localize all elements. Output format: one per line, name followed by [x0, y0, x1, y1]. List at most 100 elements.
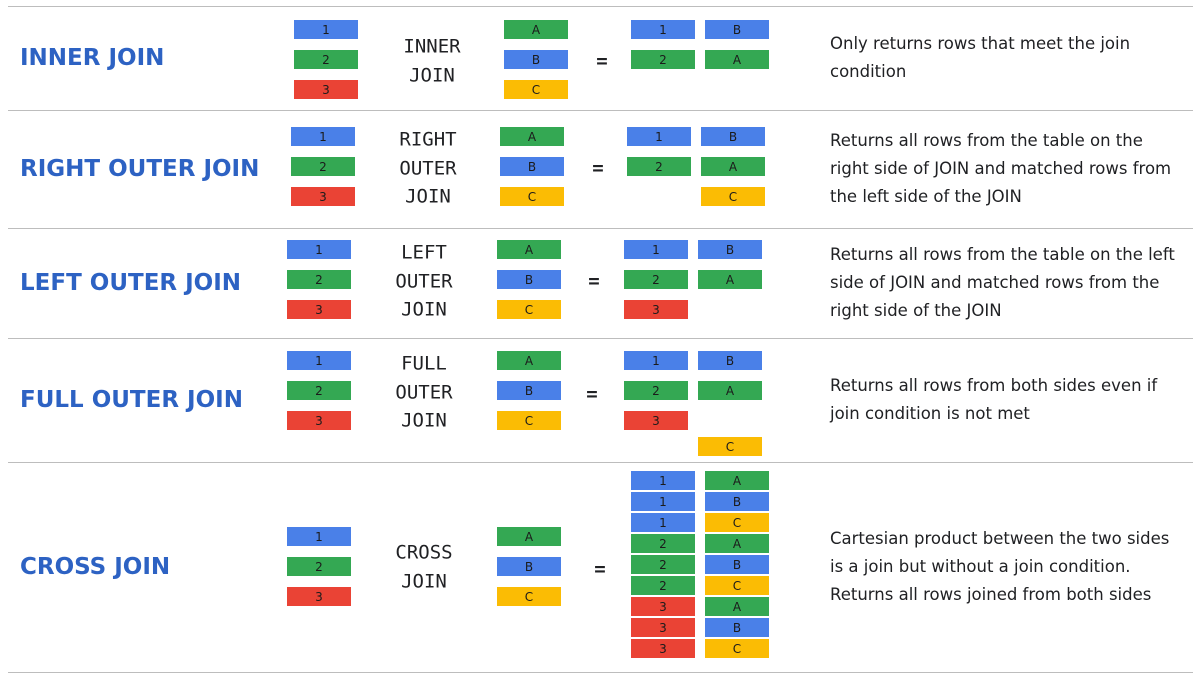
operator-word: JOIN [401, 409, 447, 432]
result-right-cell: B [705, 555, 769, 574]
result-right-cell: B [705, 618, 769, 637]
right-row-a: A [500, 127, 564, 146]
result-left-cell: 1 [631, 492, 695, 511]
equals-sign: = [588, 270, 600, 292]
operator-word: RIGHT [399, 128, 457, 151]
result-right-cell: C [705, 576, 769, 595]
right-row-c: C [497, 300, 561, 319]
right-row-c: C [500, 187, 564, 206]
result-right-cell: A [701, 157, 765, 176]
result-right-cell: A [705, 534, 769, 553]
result-right-cell: A [705, 597, 769, 616]
operator-word: JOIN [401, 570, 447, 592]
left-outer-join-description: Returns all rows from the table on the l… [830, 245, 1175, 320]
right-row-b: B [500, 157, 564, 176]
left-row-3: 3 [291, 187, 355, 206]
left-row-2: 2 [287, 381, 351, 400]
result-left-cell: 1 [631, 20, 695, 39]
result-left-cell: 1 [631, 471, 695, 490]
result-right-cell: C [701, 187, 765, 206]
right-row-b: B [497, 270, 561, 289]
right-row-a: A [497, 527, 561, 546]
divider [8, 228, 1193, 229]
left-row-2: 2 [287, 557, 351, 576]
right-row-a: A [504, 20, 568, 39]
inner-join-title: INNER JOIN [20, 45, 165, 71]
left-row-3: 3 [287, 587, 351, 606]
right-outer-join-title: RIGHT OUTER JOIN [20, 156, 260, 182]
operator-word: JOIN [405, 185, 451, 208]
operator-word: OUTER [399, 156, 457, 179]
left-row-1: 1 [287, 527, 351, 546]
right-row-b: B [497, 381, 561, 400]
inner-join-operator: INNER JOIN [372, 33, 492, 90]
result-right-cell: B [705, 20, 769, 39]
divider [8, 338, 1193, 339]
full-outer-join-operator: FULL OUTER JOIN [364, 349, 484, 435]
operator-word: INNER [403, 35, 461, 58]
result-right-cell: C [698, 437, 762, 456]
left-outer-join-title: LEFT OUTER JOIN [20, 270, 242, 296]
right-row-a: A [497, 351, 561, 370]
equals-sign: = [586, 383, 598, 405]
left-outer-join-operator: LEFT OUTER JOIN [364, 238, 484, 324]
divider [8, 672, 1193, 673]
operator-word: JOIN [401, 298, 447, 321]
right-outer-join-operator: RIGHT OUTER JOIN [368, 125, 488, 211]
right-outer-join-description: Returns all rows from the table on the r… [830, 131, 1172, 206]
result-left-cell: 2 [627, 157, 691, 176]
left-row-3: 3 [287, 300, 351, 319]
result-left-cell: 1 [624, 240, 688, 259]
right-row-a: A [497, 240, 561, 259]
result-left-cell: 3 [631, 618, 695, 637]
result-right-cell: C [705, 639, 769, 658]
operator-word: JOIN [409, 64, 455, 86]
right-row-c: C [497, 411, 561, 430]
divider [8, 462, 1193, 463]
operator-word: FULL [401, 352, 447, 375]
right-row-c: C [497, 587, 561, 606]
right-row-b: B [504, 50, 568, 69]
result-left-cell: 2 [631, 555, 695, 574]
equals-sign: = [594, 558, 606, 580]
result-left-cell: 1 [627, 127, 691, 146]
result-left-cell: 2 [631, 576, 695, 595]
cross-join-title: CROSS JOIN [20, 554, 171, 580]
left-row-3: 3 [287, 411, 351, 430]
result-left-cell: 3 [624, 300, 688, 319]
result-right-cell: A [705, 50, 769, 69]
left-row-2: 2 [291, 157, 355, 176]
full-outer-join-description: Returns all rows from both sides even if… [830, 376, 1158, 423]
left-row-1: 1 [294, 20, 358, 39]
left-row-2: 2 [294, 50, 358, 69]
operator-word: OUTER [395, 380, 453, 403]
result-left-cell: 3 [624, 411, 688, 430]
equals-sign: = [596, 50, 608, 72]
result-right-cell: A [698, 381, 762, 400]
result-right-cell: A [698, 270, 762, 289]
result-right-cell: B [701, 127, 765, 146]
result-right-cell: B [705, 492, 769, 511]
divider [8, 6, 1193, 7]
result-right-cell: C [705, 513, 769, 532]
result-left-cell: 2 [631, 50, 695, 69]
left-row-1: 1 [287, 240, 351, 259]
result-left-cell: 2 [631, 534, 695, 553]
divider [8, 110, 1193, 111]
right-row-c: C [504, 80, 568, 99]
result-right-cell: A [705, 471, 769, 490]
result-left-cell: 2 [624, 270, 688, 289]
inner-join-description: Only returns rows that meet the join con… [830, 34, 1131, 81]
result-left-cell: 1 [624, 351, 688, 370]
left-row-2: 2 [287, 270, 351, 289]
left-row-3: 3 [294, 80, 358, 99]
result-left-cell: 3 [631, 597, 695, 616]
result-right-cell: B [698, 351, 762, 370]
result-left-cell: 3 [631, 639, 695, 658]
operator-word: CROSS [395, 541, 453, 564]
left-row-1: 1 [287, 351, 351, 370]
cross-join-description: Cartesian product between the two sides … [830, 529, 1170, 604]
operator-word: LEFT [401, 241, 447, 264]
cross-join-operator: CROSS JOIN [364, 539, 484, 596]
